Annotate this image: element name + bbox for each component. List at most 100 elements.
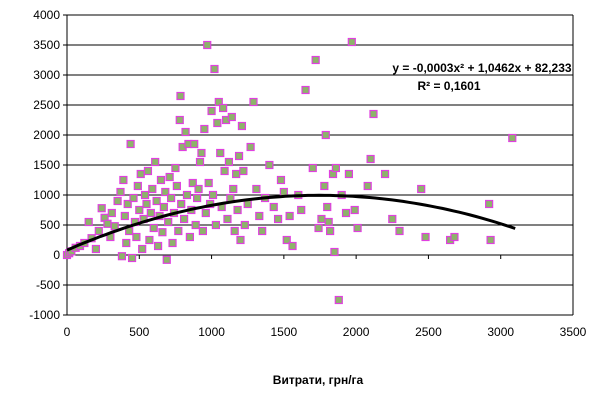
data-point: [145, 235, 154, 245]
data-point: [211, 220, 221, 230]
data-point: [417, 184, 426, 194]
data-point: [119, 175, 128, 185]
data-point: [220, 166, 229, 176]
data-point: [395, 226, 404, 236]
x-tick-label: 2000: [343, 325, 370, 339]
data-point: [246, 142, 255, 152]
data-point: [350, 205, 359, 215]
data-point: [162, 255, 171, 264]
data-point: [148, 184, 157, 194]
data-point: [180, 214, 189, 224]
y-tick-label: -1000: [29, 308, 60, 322]
data-point: [317, 214, 326, 224]
data-point: [321, 130, 330, 140]
data-point: [450, 232, 459, 242]
data-point: [129, 193, 138, 203]
data-point: [273, 214, 283, 224]
data-point: [285, 211, 294, 221]
y-tick-label: 0: [53, 248, 60, 262]
data-point: [168, 238, 177, 248]
data-point: [203, 40, 212, 50]
data-point: [344, 169, 354, 179]
data-point: [363, 181, 372, 191]
data-point: [269, 202, 278, 212]
data-point: [164, 217, 173, 227]
data-point: [122, 238, 131, 248]
data-point: [171, 163, 180, 173]
x-tick-label: 500: [129, 325, 149, 339]
data-point: [213, 118, 222, 128]
data-point: [237, 121, 247, 131]
data-point: [120, 211, 129, 221]
data-point: [198, 226, 207, 236]
data-point: [380, 169, 390, 179]
data-point: [240, 220, 249, 230]
data-point: [204, 178, 213, 188]
data-point: [126, 139, 135, 149]
data-point: [194, 184, 203, 194]
y-tick-label: 2500: [33, 98, 60, 112]
data-point: [421, 232, 430, 242]
data-point: [161, 187, 170, 197]
data-point: [239, 166, 248, 176]
y-tick-label: 1000: [33, 188, 60, 202]
data-point: [233, 205, 242, 215]
data-point: [214, 97, 223, 107]
data-point: [301, 85, 310, 95]
data-point: [227, 112, 236, 122]
data-point: [181, 127, 190, 137]
trendline: [66, 193, 516, 252]
data-point: [136, 169, 145, 179]
data-point: [94, 226, 103, 236]
data-point: [331, 163, 341, 173]
data-point: [132, 232, 141, 242]
data-point: [341, 208, 351, 218]
x-tick-label: 0: [64, 325, 71, 339]
data-point: [200, 124, 209, 134]
data-point: [224, 157, 234, 167]
data-point: [279, 187, 288, 197]
data-point: [158, 228, 167, 237]
data-point: [91, 244, 101, 254]
data-point: [388, 214, 397, 224]
data-point: [97, 204, 106, 213]
data-point: [252, 184, 261, 194]
data-point: [117, 252, 127, 261]
data-point: [485, 199, 494, 209]
data-point: [146, 208, 155, 218]
data-point: [230, 226, 239, 236]
data-point: [166, 193, 176, 203]
data-point: [103, 219, 112, 228]
data-point: [174, 226, 183, 236]
data-point: [182, 190, 192, 200]
axes: [66, 15, 574, 316]
y-tick-label: 500: [40, 218, 60, 232]
data-point: [84, 217, 93, 227]
x-axis-title: Витрати, грн/га: [273, 373, 364, 387]
data-point: [508, 133, 517, 143]
data-point: [113, 196, 122, 206]
y-tick-labels: 4000 3500 3000 2500 2000 1500 1000 500 0 -500 -100…: [29, 8, 60, 322]
data-point: [151, 157, 160, 167]
data-point: [326, 226, 335, 236]
data-point: [265, 160, 274, 170]
data-point: [353, 223, 362, 233]
data-point: [320, 181, 329, 191]
data-point: [123, 199, 132, 209]
data-point: [282, 235, 291, 245]
y-tick-label: 4000: [33, 8, 60, 22]
x-tick-labels: 0 500 1000 1500 2000 2500 3000 3500: [64, 325, 587, 339]
r-squared-label: R² = 0,1601: [417, 79, 480, 93]
data-point: [288, 241, 297, 251]
data-point: [107, 208, 116, 218]
data-point: [255, 211, 264, 221]
data-point: [311, 55, 320, 65]
data-point: [223, 214, 232, 224]
y-tick-label: 3000: [33, 68, 60, 82]
data-point: [159, 202, 168, 212]
data-point: [276, 175, 286, 185]
data-point: [330, 247, 339, 257]
data-point: [197, 148, 206, 158]
data-point: [191, 220, 200, 230]
